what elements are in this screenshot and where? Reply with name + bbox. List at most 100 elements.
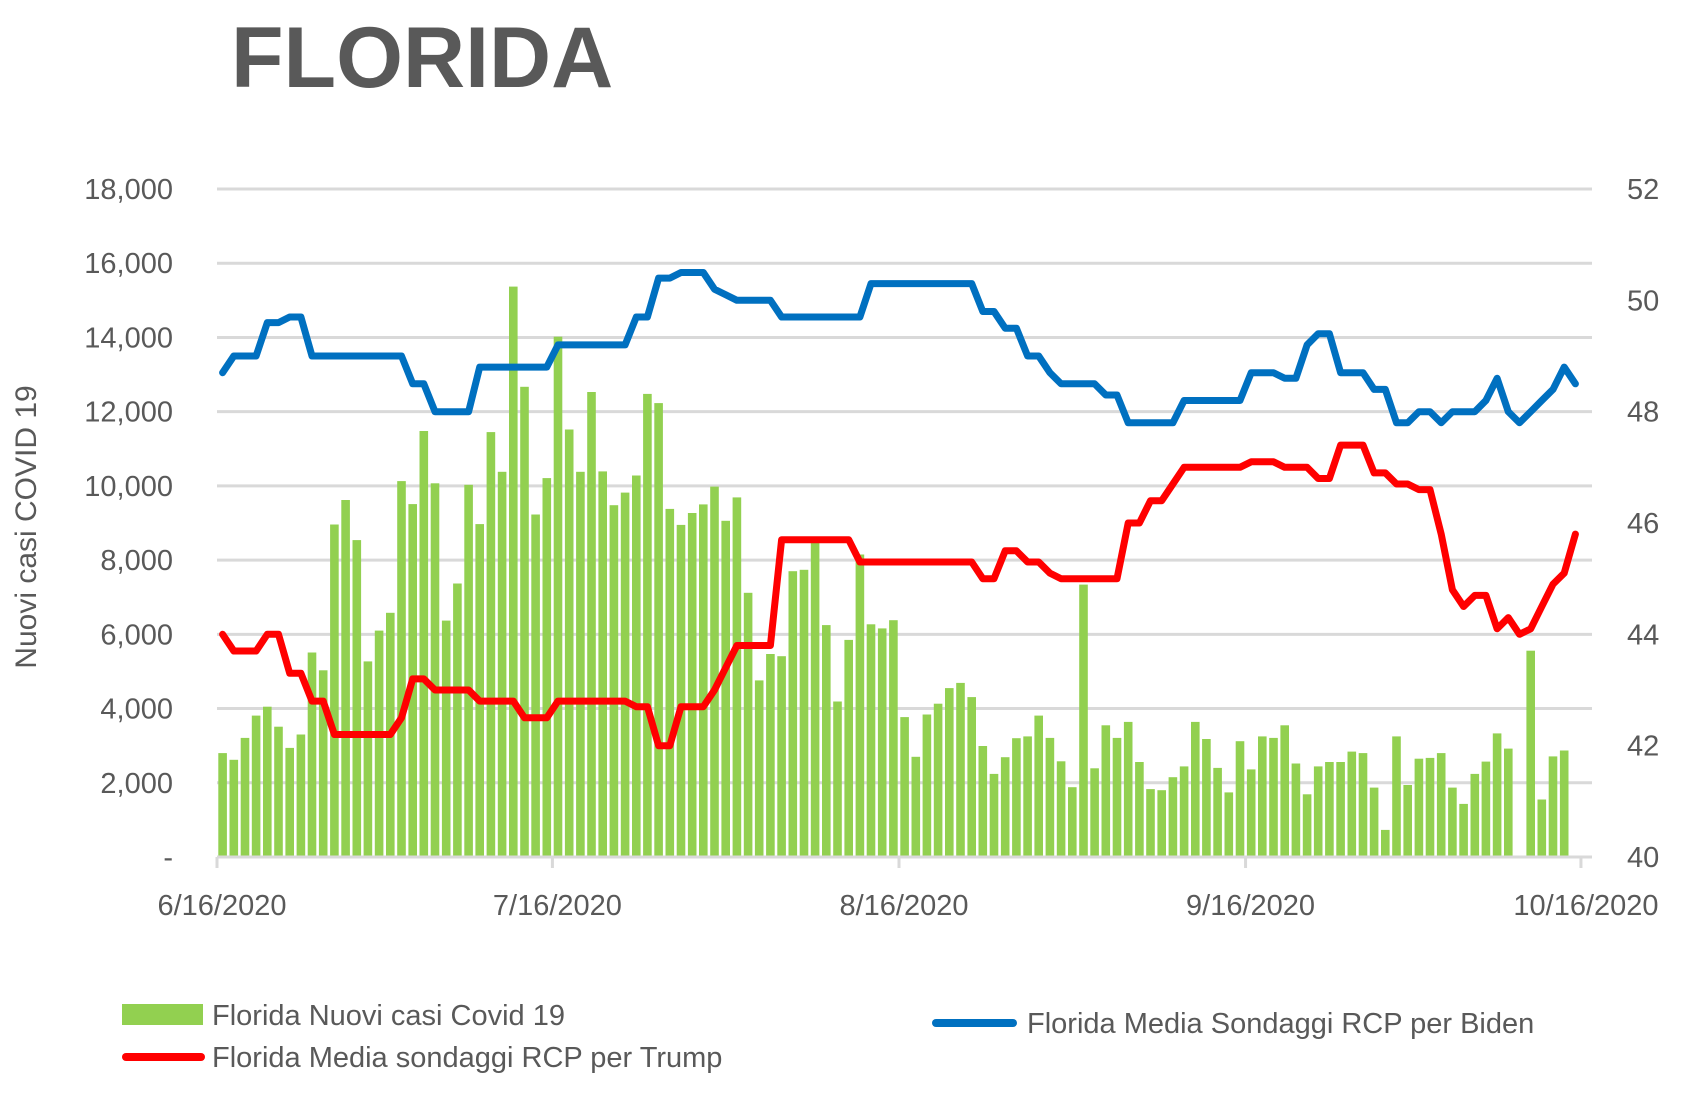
bar — [441, 620, 451, 857]
legend-label-cases: Florida Nuovi casi Covid 19 — [212, 1000, 565, 1032]
line-series — [219, 269, 1579, 750]
bar — [632, 475, 641, 857]
bar — [1101, 725, 1111, 857]
bar-series-cases — [218, 286, 1569, 858]
bar — [1202, 739, 1211, 857]
bar — [710, 486, 719, 857]
bar — [1358, 753, 1368, 857]
bar — [564, 429, 574, 857]
bar — [945, 688, 954, 857]
bar — [956, 682, 965, 857]
y-tick-label: 16,000 — [84, 248, 173, 280]
y-tick-label: 10,000 — [84, 471, 173, 503]
bar — [274, 726, 283, 857]
bar — [665, 508, 675, 857]
bar — [1526, 650, 1535, 857]
bar — [475, 524, 484, 857]
bar — [509, 286, 518, 858]
bar — [307, 652, 317, 857]
y-axis-title: Nuovi casi COVID 19 — [10, 385, 43, 668]
bar — [1403, 785, 1412, 857]
bar — [1191, 721, 1200, 857]
legend-label-trump: Florida Media sondaggi RCP per Trump — [212, 1042, 722, 1074]
bar — [374, 630, 384, 857]
bar — [877, 628, 887, 857]
bar — [911, 756, 921, 857]
bar — [1559, 750, 1569, 857]
bar — [1269, 737, 1278, 857]
bar — [520, 386, 529, 857]
bar — [989, 773, 999, 857]
bar — [1381, 829, 1390, 857]
y-tick-label: - — [163, 842, 173, 874]
x-axis-ticks: 6/16/2020 7/16/2020 8/16/2020 9/16/2020 10/1… — [157, 857, 1659, 922]
bar — [643, 393, 652, 857]
bar — [1012, 738, 1021, 857]
bar — [1313, 766, 1323, 857]
bar — [464, 484, 473, 857]
bar — [788, 571, 798, 857]
bar — [318, 670, 328, 857]
bar — [1258, 736, 1267, 857]
legend-item-biden[interactable]: Florida Media Sondaggi RCP per Biden — [932, 1008, 1534, 1040]
bar — [1481, 761, 1491, 857]
bar — [866, 624, 876, 857]
bar — [531, 514, 540, 857]
bar — [1425, 757, 1435, 857]
y2-tick-label: 48 — [1627, 397, 1659, 429]
bar — [889, 620, 898, 857]
bar — [1369, 787, 1379, 857]
bar — [855, 554, 865, 857]
bar — [1414, 758, 1424, 857]
bar — [229, 759, 239, 857]
bar — [1504, 748, 1513, 857]
bar — [777, 656, 786, 857]
bar — [1135, 762, 1144, 857]
bar — [609, 505, 619, 857]
bar — [1112, 737, 1122, 857]
bar — [822, 625, 831, 857]
bar — [1336, 762, 1345, 857]
legend-item-cases[interactable]: Florida Nuovi casi Covid 19 — [122, 1000, 565, 1032]
bar — [754, 680, 764, 857]
bar — [341, 500, 350, 857]
y-tick-label: 14,000 — [84, 322, 173, 354]
y-axis-right-ticks: 40 42 44 46 48 50 52 — [1627, 174, 1659, 874]
bar — [397, 481, 406, 857]
y-axis-left-ticks: - 2,000 4,000 6,000 8,000 10,000 12,000 14,000 1… — [84, 174, 173, 874]
y-tick-label: 18,000 — [84, 174, 173, 206]
bar — [1179, 766, 1189, 857]
bar — [844, 639, 853, 857]
bar — [732, 497, 742, 857]
bar — [699, 504, 708, 857]
bar — [486, 432, 496, 857]
bar — [810, 541, 820, 857]
y-tick-label: 6,000 — [100, 619, 173, 651]
x-tick-label: 8/16/2020 — [839, 890, 968, 922]
legend-item-trump[interactable]: Florida Media sondaggi RCP per Trump — [122, 1042, 722, 1074]
bar — [1492, 733, 1502, 857]
bar — [1280, 725, 1289, 857]
bar — [676, 524, 686, 857]
bar — [296, 734, 306, 857]
line-trump — [219, 441, 1579, 750]
bar — [799, 569, 809, 857]
bar — [430, 483, 440, 857]
bar — [553, 336, 563, 857]
y2-tick-label: 50 — [1627, 285, 1659, 317]
bar — [1056, 761, 1066, 857]
bar — [620, 492, 630, 857]
bar — [1034, 715, 1043, 857]
bar — [240, 737, 250, 857]
bar — [251, 715, 261, 857]
y-tick-label: 8,000 — [100, 545, 173, 577]
bar — [1090, 768, 1099, 857]
bar — [654, 403, 663, 857]
bar — [419, 431, 429, 857]
y2-tick-label: 52 — [1627, 174, 1659, 206]
y-tick-label: 2,000 — [100, 768, 173, 800]
y2-tick-label: 46 — [1627, 508, 1659, 540]
bar — [1246, 769, 1256, 857]
bar — [1023, 736, 1032, 857]
